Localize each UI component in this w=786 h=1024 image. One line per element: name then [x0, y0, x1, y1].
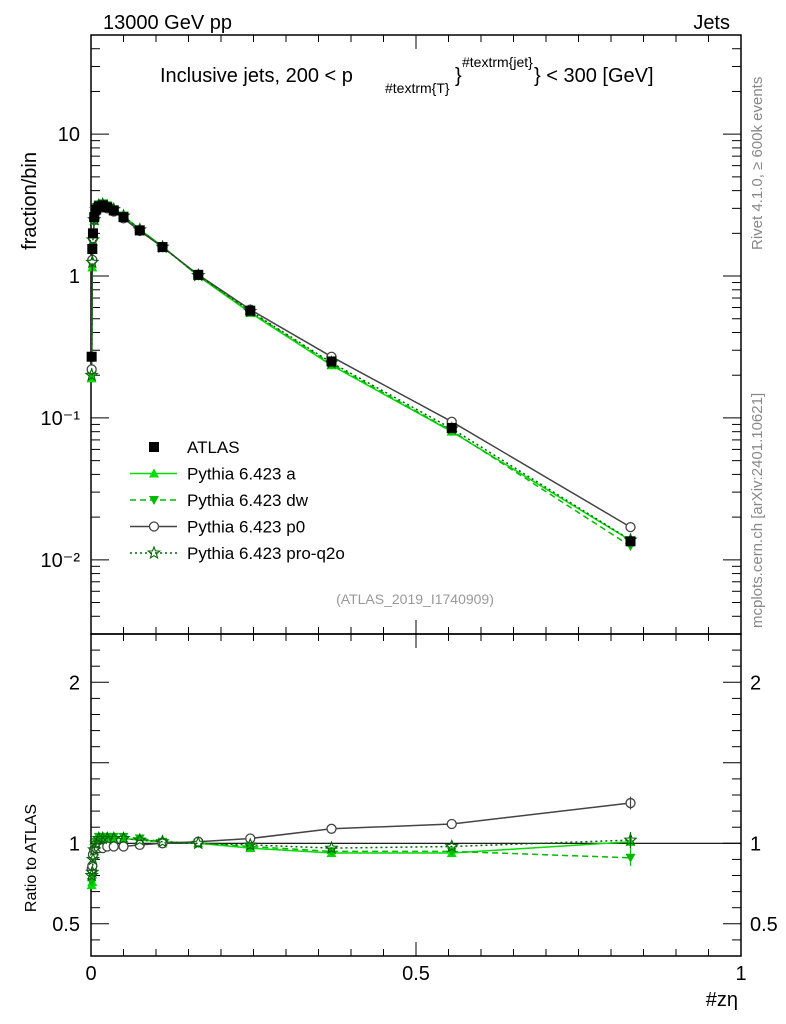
main-point-atlas: [193, 269, 204, 280]
main-point-atlas: [326, 356, 337, 367]
ratio-y-tick-label: 1: [69, 833, 80, 855]
ratio-point-pro: [89, 835, 104, 850]
mcplots-reference-label: mcplots.cern.ch [arXiv:2401.10621]: [749, 393, 766, 628]
ratio-point-pro: [116, 830, 131, 845]
main-y-axis-label: fraction/bin: [19, 152, 41, 250]
main-point-atlas: [102, 202, 113, 213]
ratio-point-dw: [134, 834, 145, 844]
rivet-version-label: Rivet 4.1.0, ≥ 600k events: [749, 77, 766, 250]
process-label: Jets: [693, 12, 730, 34]
ratio-point-p0: [118, 841, 129, 852]
ratio-point-pro: [95, 830, 110, 845]
legend-label-pro: Pythia 6.423 pro-q2o: [187, 544, 345, 563]
ratio-point-p0: [446, 818, 457, 830]
main-point-atlas: [89, 212, 100, 223]
legend-label-p0: Pythia 6.423 p0: [187, 518, 305, 537]
main-point-p0: [625, 521, 636, 533]
ratio-point-pro: [444, 839, 459, 853]
ratio-y-tick-label-right: 2: [750, 672, 761, 694]
ratio-point-p0: [326, 823, 337, 834]
main-point-atlas: [134, 225, 145, 236]
main-y-tick-label: 10: [58, 124, 80, 146]
energy-label: 13000 GeV pp: [103, 12, 232, 34]
ratio-series-line-pro: [90, 837, 631, 876]
main-point-atlas: [87, 244, 98, 255]
ratio-point-pro: [85, 864, 100, 879]
ratio-point-dw: [108, 832, 119, 842]
plot-title-superscript: #textrm{jet}: [462, 54, 533, 70]
main-point-atlas: [108, 205, 119, 216]
x-tick-label: 0: [85, 963, 96, 985]
legend-marker-atlas: [149, 442, 159, 452]
plot-title-brace: }: [455, 65, 462, 87]
legend-marker-a: [149, 468, 159, 478]
legend-marker-dw: [149, 496, 159, 505]
ratio-plot-frame: [90, 633, 742, 957]
main-point-atlas: [245, 305, 256, 316]
ratio-point-p0: [134, 839, 145, 851]
main-point-atlas: [625, 536, 636, 547]
main-point-atlas: [157, 242, 168, 253]
ratio-point-pro: [132, 832, 147, 847]
x-axis-label: #zη: [706, 989, 738, 1011]
main-y-tick-label: 10⁻²: [41, 550, 81, 572]
legend-label-a: Pythia 6.423 a: [187, 465, 296, 484]
main-point-pro: [84, 367, 99, 382]
plot-title-tail: } < 300 [GeV]: [534, 65, 654, 87]
ratio-point-pro: [85, 851, 101, 866]
chart-marks: 0 0.5 1 10 1 10⁻¹ 10⁻² 2 2 1 1 0.5 0.5 ATLAS Pythia 6.…: [41, 34, 778, 985]
main-point-atlas: [118, 212, 129, 223]
ratio-point-dw: [118, 832, 129, 842]
plot-title-main: Inclusive jets, 200 < p: [160, 65, 353, 87]
ratio-point-pro: [324, 840, 339, 855]
ratio-point-pro: [191, 835, 206, 850]
analysis-id-label: (ATLAS_2019_I1740909): [336, 591, 494, 607]
main-point-atlas: [446, 422, 457, 433]
main-series-line-dw: [90, 202, 631, 547]
ratio-series-line-p0: [90, 802, 631, 870]
main-y-tick-label: 10⁻¹: [41, 408, 81, 430]
legend-label-atlas: ATLAS: [187, 438, 240, 457]
ratio-y-tick-label-right: 1: [750, 833, 761, 855]
main-point-atlas: [86, 351, 97, 362]
legend-label-dw: Pythia 6.423 dw: [187, 491, 309, 510]
ratio-y-tick-label-right: 0.5: [750, 914, 778, 936]
main-y-tick-label: 1: [69, 266, 80, 288]
ratio-y-tick-label: 2: [69, 672, 80, 694]
ratio-series-line-a: [90, 836, 631, 886]
ratio-point-pro: [84, 868, 99, 882]
legend-marker-p0: [148, 521, 160, 532]
x-tick-label: 1: [735, 963, 746, 985]
legend-marker-pro: [146, 545, 162, 560]
x-tick-label: 0.5: [402, 963, 430, 985]
plot-title-subscript: #textrm{T}: [385, 80, 450, 96]
ratio-point-pro: [155, 834, 170, 848]
ratio-y-tick-label: 0.5: [52, 914, 80, 936]
main-point-pro: [85, 254, 100, 269]
main-point-atlas: [87, 228, 98, 239]
ratio-y-axis-label: Ratio to ATLAS: [23, 804, 40, 912]
ratio-point-pro: [243, 837, 258, 852]
